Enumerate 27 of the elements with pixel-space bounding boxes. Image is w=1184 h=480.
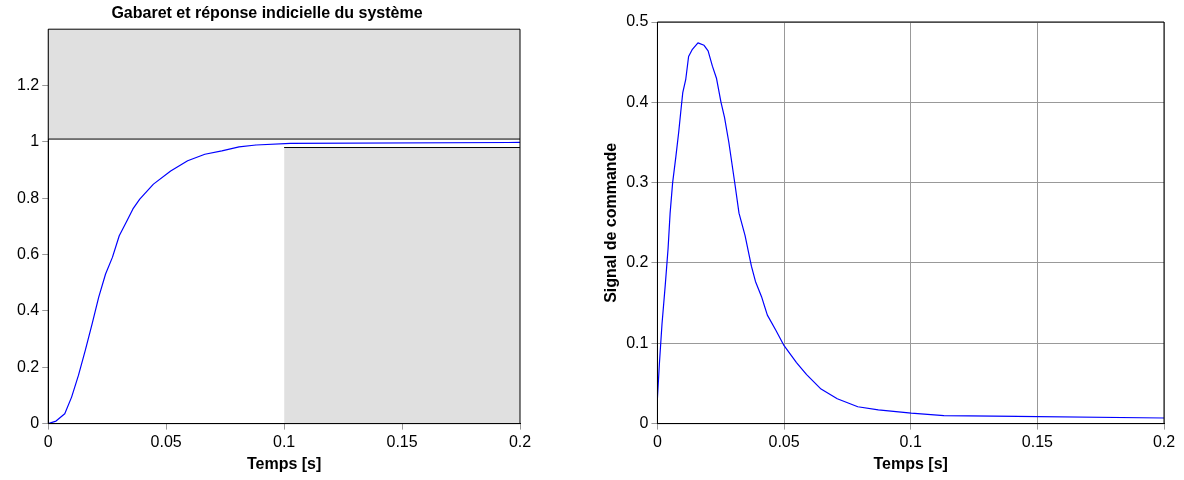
y-tick-label: 0: [639, 414, 649, 432]
y-tick-label: 0.4: [626, 92, 649, 110]
x-tick-label: 0.05: [768, 432, 800, 450]
x-tick-label: 0.2: [508, 432, 532, 450]
y-tick-label: 1.2: [16, 75, 40, 93]
y-tick-label: 0.2: [626, 253, 649, 271]
y-tick-label: 0.5: [626, 12, 649, 30]
x-axis-title: Temps [s]: [246, 454, 322, 472]
x-tick-label: 0: [43, 432, 53, 450]
y-axis-title: Signal de commande: [602, 142, 620, 303]
x-tick-label: 0.15: [386, 432, 418, 450]
x-tick-label: 0.1: [273, 432, 296, 450]
x-axis-title: Temps [s]: [873, 454, 948, 472]
x-tick-label: 0.2: [1152, 432, 1176, 450]
y-tick-label: 0: [30, 414, 40, 432]
y-tick-label: 0.6: [16, 244, 40, 262]
y-tick-label: 0.8: [16, 188, 40, 206]
y-tick-label: 0.2: [16, 357, 40, 375]
y-tick-label: 0.3: [626, 173, 649, 191]
chart-title: Gabaret et réponse indicielle du système: [111, 4, 423, 22]
x-tick-label: 0.1: [899, 432, 922, 450]
x-tick-label: 0: [652, 432, 662, 450]
y-tick-label: 0.4: [16, 301, 40, 319]
x-tick-label: 0.15: [1021, 432, 1054, 450]
y-tick-label: 0.1: [626, 333, 649, 351]
y-tick-label: 1: [30, 132, 40, 150]
x-tick-label: 0.05: [150, 432, 182, 450]
